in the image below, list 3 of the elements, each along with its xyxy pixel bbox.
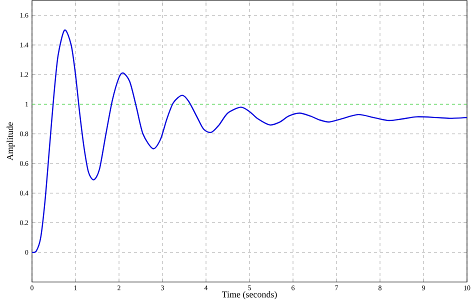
y-axis-title: Amplitude	[6, 122, 15, 160]
line-series	[32, 30, 468, 253]
x-axis-title: Time (seconds)	[222, 291, 277, 300]
